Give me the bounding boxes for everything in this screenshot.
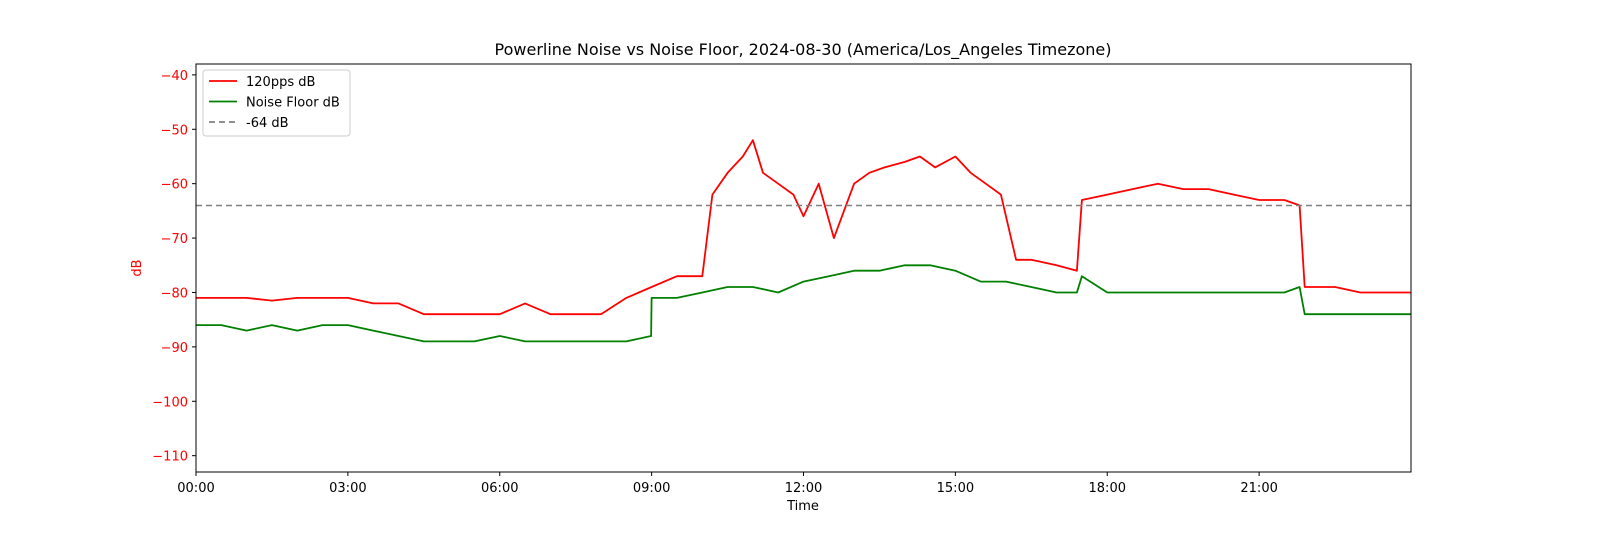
y-tick-label: −90 bbox=[161, 341, 188, 356]
x-tick-label: 06:00 bbox=[481, 481, 518, 496]
y-tick-label: −100 bbox=[152, 395, 188, 410]
plot-frame bbox=[195, 63, 1412, 473]
y-tick-label: −70 bbox=[161, 232, 188, 247]
y-tick-label: −60 bbox=[161, 178, 188, 193]
legend-item-120pps-label: 120pps dB bbox=[246, 75, 315, 90]
legend-box bbox=[202, 69, 351, 137]
y-tick-label: −80 bbox=[161, 286, 188, 301]
x-tick-label: 03:00 bbox=[329, 481, 366, 496]
y-axis-label: dB bbox=[130, 259, 145, 276]
y-tick-label: −40 bbox=[161, 69, 188, 84]
x-axis-label: Time bbox=[786, 499, 819, 514]
series-line-120pps bbox=[196, 139, 1411, 316]
legend-item-noise-floor-label: Noise Floor dB bbox=[246, 96, 340, 111]
chart-title: Powerline Noise vs Noise Floor, 2024-08-… bbox=[495, 40, 1112, 60]
plot-lines bbox=[196, 139, 1411, 343]
legend: 120pps dB Noise Floor dB -64 dB bbox=[202, 69, 351, 137]
x-tick-label: 21:00 bbox=[1240, 481, 1277, 496]
y-tick-label: −110 bbox=[152, 450, 188, 465]
x-tick-label: 15:00 bbox=[937, 481, 974, 496]
y-axis-ticks: −40 −50 −60 −70 −80 −90 −100 −110 bbox=[152, 69, 196, 465]
x-tick-label: 00:00 bbox=[177, 481, 214, 496]
x-tick-label: 18:00 bbox=[1089, 481, 1126, 496]
x-tick-label: 12:00 bbox=[785, 481, 822, 496]
legend-item-threshold-label: -64 dB bbox=[246, 116, 289, 131]
x-axis-ticks: 00:00 03:00 06:00 09:00 12:00 15:00 18:00 21:00 bbox=[177, 472, 1278, 496]
y-tick-label: −50 bbox=[161, 123, 188, 138]
x-tick-label: 09:00 bbox=[633, 481, 670, 496]
series-line-noise-floor bbox=[196, 264, 1411, 343]
